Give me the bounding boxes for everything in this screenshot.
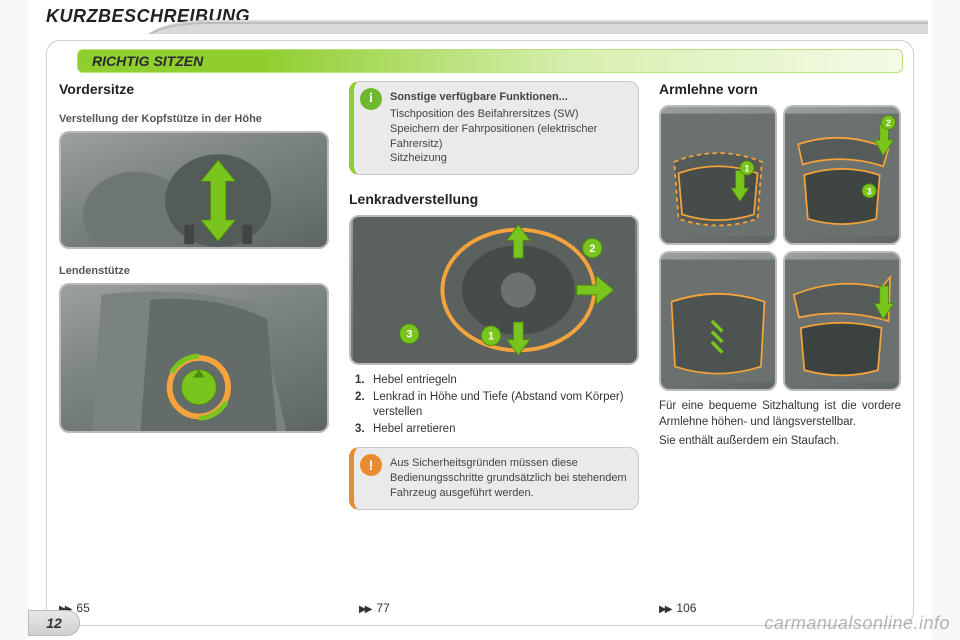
- left-title: Vordersitze: [59, 81, 329, 97]
- warning-box: ! Aus Sicherheitsgründen müssen diese Be…: [349, 447, 639, 510]
- right-para-1: Für eine bequeme Sitzhaltung ist die vor…: [659, 399, 901, 430]
- step-item: 3.Hebel arretieren: [355, 422, 639, 437]
- triangle-icon: ▶▶: [659, 604, 670, 615]
- illus-armrest-3: [659, 251, 777, 391]
- page-header: KURZBESCHREIBUNG: [28, 0, 932, 36]
- illus-armrest-1: 1: [659, 105, 777, 245]
- armrest-grid-bottom: [659, 251, 901, 391]
- mid-title: Lenkradverstellung: [349, 191, 639, 207]
- illus-headrest: [59, 131, 329, 249]
- info-icon: i: [360, 88, 382, 110]
- info-title: Sonstige verfügbare Funktionen...: [390, 90, 628, 105]
- svg-text:1: 1: [488, 331, 494, 343]
- content-frame: RICHTIG SITZEN Vordersitze Verstellung d…: [46, 40, 914, 626]
- svg-text:3: 3: [867, 186, 872, 196]
- left-sub-headrest: Verstellung der Kopfstütze in der Höhe: [59, 113, 329, 127]
- illus-armrest-2: 2 3: [783, 105, 901, 245]
- pageref-mid: ▶▶77: [359, 601, 659, 615]
- steering-steps: 1.Hebel entriegeln 2.Lenkrad in Höhe und…: [355, 373, 639, 439]
- info-line: Tischposition des Beifahrersitzes (SW): [390, 107, 628, 122]
- svg-text:1: 1: [745, 163, 750, 173]
- illus-steering: 1 2 3: [349, 215, 639, 365]
- manual-page: KURZBESCHREIBUNG RICHTIG SITZEN Vordersi…: [28, 0, 932, 640]
- column-right: Armlehne vorn 1: [659, 81, 901, 591]
- warning-icon: !: [360, 454, 382, 476]
- page-number-badge: 12: [28, 610, 80, 636]
- header-divider: [148, 20, 928, 34]
- svg-text:2: 2: [886, 118, 891, 128]
- page-number: 12: [46, 615, 62, 631]
- step-item: 1.Hebel entriegeln: [355, 373, 639, 388]
- right-title: Armlehne vorn: [659, 81, 901, 97]
- right-para-2: Sie enthält außerdem ein Staufach.: [659, 434, 901, 450]
- illus-armrest-4: [783, 251, 901, 391]
- watermark: carmanualsonline.info: [764, 613, 950, 634]
- info-box-functions: i Sonstige verfügbare Funktionen... Tisc…: [349, 81, 639, 175]
- section-banner: RICHTIG SITZEN: [77, 49, 903, 73]
- info-line: Sitzheizung: [390, 151, 628, 166]
- warning-text: Aus Sicherheitsgründen müssen diese Bedi…: [390, 456, 628, 501]
- illus-lumbar: [59, 283, 329, 433]
- left-sub-lumbar: Lendenstütze: [59, 265, 329, 279]
- column-left: Vordersitze Verstellung der Kopfstütze i…: [59, 81, 329, 591]
- svg-text:3: 3: [406, 329, 412, 341]
- svg-text:2: 2: [589, 243, 595, 255]
- columns: Vordersitze Verstellung der Kopfstütze i…: [59, 81, 901, 591]
- info-line: Speichern der Fahrpositionen (elektrisch…: [390, 122, 628, 152]
- pageref-left: ▶▶65: [59, 601, 359, 615]
- step-item: 2.Lenkrad in Höhe und Tiefe (Abstand vom…: [355, 390, 639, 420]
- armrest-grid-top: 1 2 3: [659, 105, 901, 245]
- triangle-icon: ▶▶: [359, 604, 370, 615]
- section-banner-label: RICHTIG SITZEN: [92, 53, 203, 69]
- column-middle: i Sonstige verfügbare Funktionen... Tisc…: [349, 81, 639, 591]
